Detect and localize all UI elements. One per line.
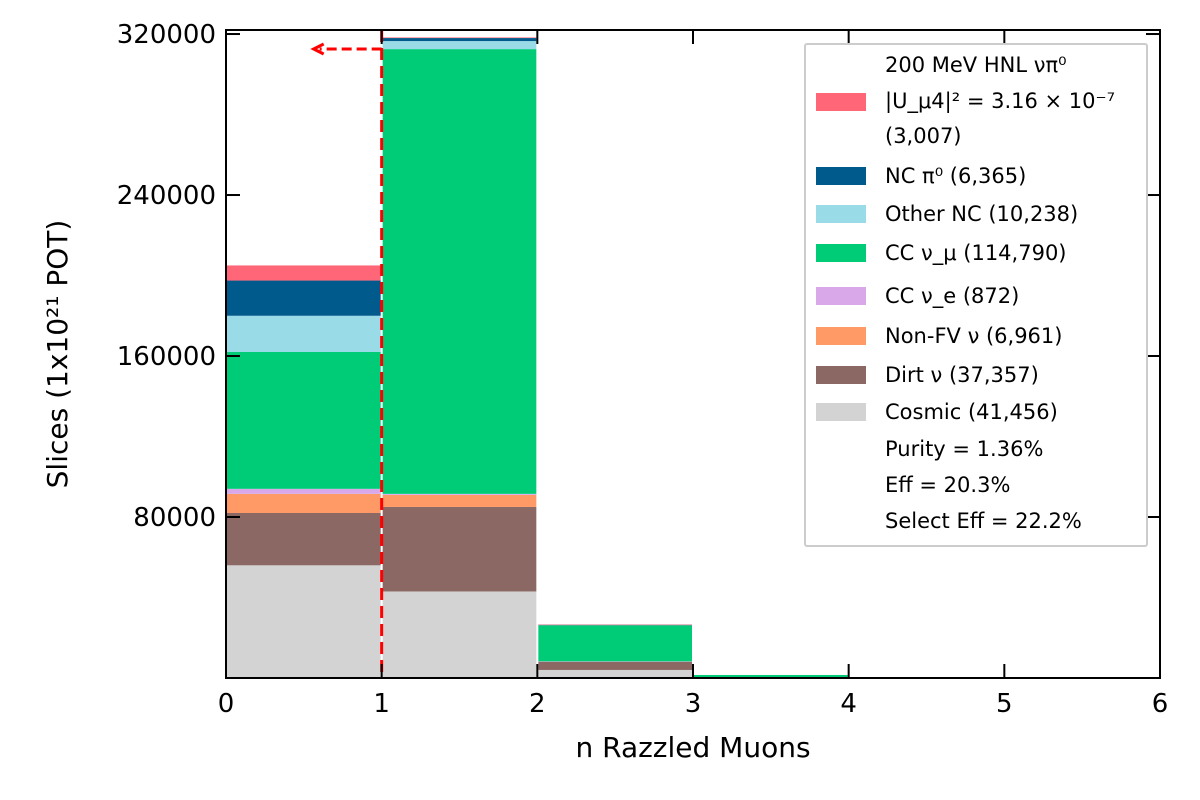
legend-swatch-hnl: [816, 93, 866, 111]
cut-arrow-head: [310, 42, 325, 56]
legend-swatch-othernc: [816, 205, 866, 223]
bar-ccnumu-bin-0: [227, 351, 381, 489]
cut-layer: [310, 30, 384, 678]
bar-dirt-bin-1: [382, 506, 537, 592]
legend-label-ccnue: CC ν_e (872): [885, 284, 1019, 309]
tick-layer: 0 1 2 3 4 5 6 80000 160000 240000 320000: [117, 20, 1169, 719]
bar-othernc-bin-0: [227, 315, 381, 352]
x-axis-label: n Razzled Muons: [575, 731, 810, 764]
bar-ccnue-bin-2: [538, 661, 692, 662]
bar-ccnumu-bin-3: [694, 674, 848, 678]
legend-box: [804, 43, 1148, 547]
y-axis-label: Slices (1x10²¹ POT): [41, 220, 74, 489]
legend-swatch-nonfv: [816, 327, 866, 345]
bar-cosmic-bin-2: [538, 669, 692, 678]
y-tick-label: 240000: [117, 181, 216, 211]
legend-label-othernc: Other NC (10,238): [885, 202, 1078, 226]
x-tick-label: 4: [840, 689, 857, 719]
x-tick-label: 0: [218, 689, 235, 719]
legend-label-hnl-line: |U_μ4|² = 3.16 × 10⁻⁷: [885, 89, 1115, 114]
bar-nonfv-bin-0: [227, 493, 381, 513]
legend-label-hnl-line: (3,007): [885, 124, 962, 148]
legend-label-hnl-line: 200 MeV HNL νπ⁰: [885, 53, 1067, 77]
legend-label-ncpi0: NC π⁰ (6,365): [885, 164, 1026, 188]
bar-hnl-bin-2: [538, 624, 692, 626]
y-tick-label: 160000: [117, 342, 216, 372]
legend-stat: Select Eff = 22.2%: [885, 509, 1082, 533]
legend-stat: Purity = 1.36%: [885, 437, 1043, 461]
bar-hnl-bin-1: [382, 37, 537, 39]
legend-swatch-ncpi0: [816, 167, 866, 185]
legend-label-ccnumu: CC ν_μ (114,790): [885, 241, 1067, 266]
x-tick-label: 5: [996, 689, 1013, 719]
y-tick-label: 80000: [133, 503, 216, 533]
bar-ccnue-bin-0: [227, 488, 381, 494]
bar-ccnue-bin-1: [382, 493, 537, 495]
legend-label-dirt: Dirt ν (37,357): [885, 363, 1039, 387]
legend-swatch-dirt: [816, 366, 866, 384]
bar-ncpi0-bin-1: [382, 38, 537, 42]
bar-othernc-bin-1: [382, 41, 537, 50]
x-tick-label: 2: [529, 689, 546, 719]
bar-dirt-bin-0: [227, 512, 381, 566]
legend-swatch-cosmic: [816, 403, 866, 421]
bar-ccnumu-bin-1: [382, 49, 537, 494]
x-tick-label: 1: [373, 689, 390, 719]
bar-ccnumu-bin-2: [538, 625, 692, 662]
legend: 200 MeV HNL νπ⁰ |U_μ4|² = 3.16 × 10⁻⁷ (3,…: [804, 43, 1148, 547]
bar-cosmic-bin-1: [382, 591, 537, 678]
x-tick-label: 6: [1152, 689, 1169, 719]
y-tick-label: 320000: [117, 20, 216, 50]
bar-hnl-bin-0: [227, 265, 381, 281]
bar-ncpi0-bin-0: [227, 280, 381, 316]
legend-swatch-ccnue: [816, 287, 866, 305]
legend-swatch-ccnumu: [816, 244, 866, 262]
bar-layer: [227, 37, 848, 678]
bar-nonfv-bin-1: [382, 494, 537, 507]
legend-stat: Eff = 20.3%: [885, 473, 1010, 497]
legend-label-cosmic: Cosmic (41,456): [885, 400, 1058, 424]
x-tick-label: 3: [685, 689, 702, 719]
bar-cosmic-bin-0: [227, 565, 381, 678]
bar-dirt-bin-2: [538, 661, 692, 670]
legend-label-nonfv: Non-FV ν (6,961): [885, 324, 1062, 348]
